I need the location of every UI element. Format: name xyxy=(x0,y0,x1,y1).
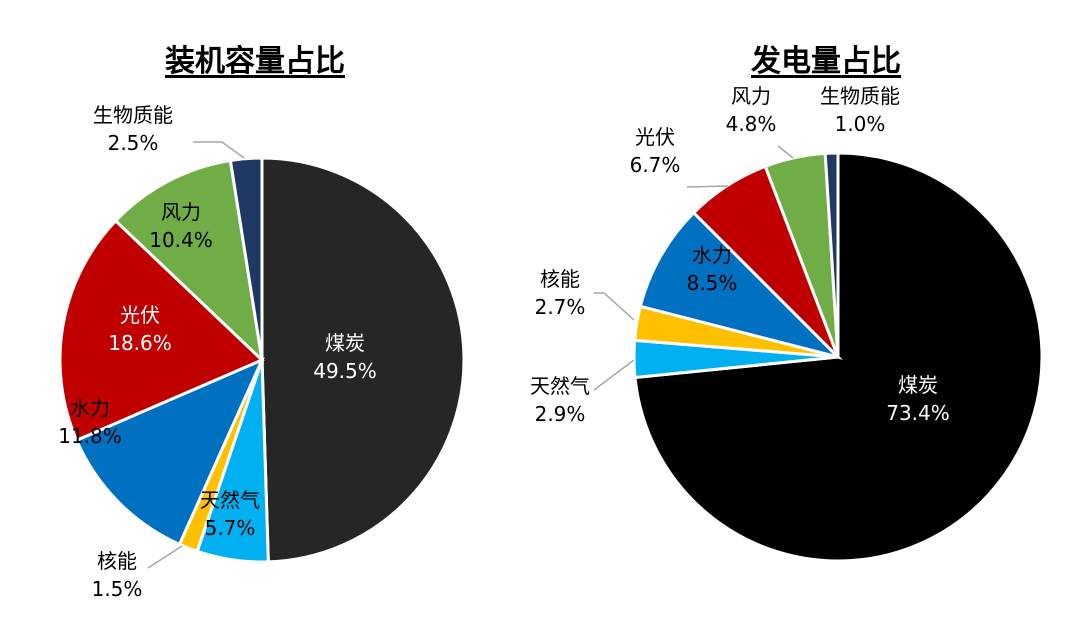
pie0-label-name-1: 天然气 xyxy=(200,488,260,512)
pie1-label-value-4: 6.7% xyxy=(630,153,681,177)
pie1-leader-4 xyxy=(686,185,729,188)
pie0-label-name-6: 生物质能 xyxy=(93,103,173,127)
pie1-label-name-6: 生物质能 xyxy=(820,84,900,108)
pie0-slice-3 xyxy=(74,357,265,547)
pie1-label-name-4: 光伏 xyxy=(635,125,675,149)
pie1-label-name-3: 水力 xyxy=(692,243,732,267)
pie0-label-value-5: 10.4% xyxy=(149,228,213,252)
pie1-label-value-1: 2.9% xyxy=(535,402,586,426)
pie1-slice-3 xyxy=(638,210,843,360)
chart-title-capacity: 装机容量占比 xyxy=(165,44,345,79)
pie0-slice-5 xyxy=(113,158,265,365)
pie0-label-value-6: 2.5% xyxy=(108,131,159,155)
pie0-leader-2 xyxy=(147,545,183,569)
pie0-label-name-3: 水力 xyxy=(70,396,110,420)
pie0-label-name-2: 核能 xyxy=(97,549,137,573)
pie1-label-name-2: 核能 xyxy=(540,267,580,291)
pie0-label-value-3: 11.8% xyxy=(58,424,122,448)
pie0-slice-4 xyxy=(58,218,265,443)
pie0-label-value-0: 49.5% xyxy=(313,359,377,383)
pie0-label-name-4: 光伏 xyxy=(120,303,160,327)
chart-title-generation: 发电量占比 xyxy=(751,44,901,79)
pie0-leader-6 xyxy=(193,141,245,159)
pie0-label-name-5: 风力 xyxy=(161,200,201,224)
pie1-label-name-1: 天然气 xyxy=(530,374,590,398)
pie1-slice-6 xyxy=(823,151,840,358)
pie1-label-value-5: 4.8% xyxy=(726,112,777,136)
pie1-label-name-5: 风力 xyxy=(731,84,771,108)
pie1-label-value-3: 8.5% xyxy=(687,271,738,295)
pie1-leader-1 xyxy=(593,359,635,391)
pie1-leader-5 xyxy=(777,145,794,159)
pie0-label-name-0: 煤炭 xyxy=(325,331,365,355)
pie0-label-value-2: 1.5% xyxy=(92,577,143,601)
pie1-label-value-0: 73.4% xyxy=(886,401,950,425)
pie1-label-name-0: 煤炭 xyxy=(898,373,938,397)
pie0-slice-6 xyxy=(228,156,264,361)
pie0-label-value-1: 5.7% xyxy=(205,516,256,540)
pie1-label-value-2: 2.7% xyxy=(535,295,586,319)
pie0-label-value-4: 18.6% xyxy=(108,331,172,355)
pie0-slice-0 xyxy=(260,156,466,564)
pie1-label-value-6: 1.0% xyxy=(835,112,886,136)
pie1-leader-2 xyxy=(594,292,635,321)
